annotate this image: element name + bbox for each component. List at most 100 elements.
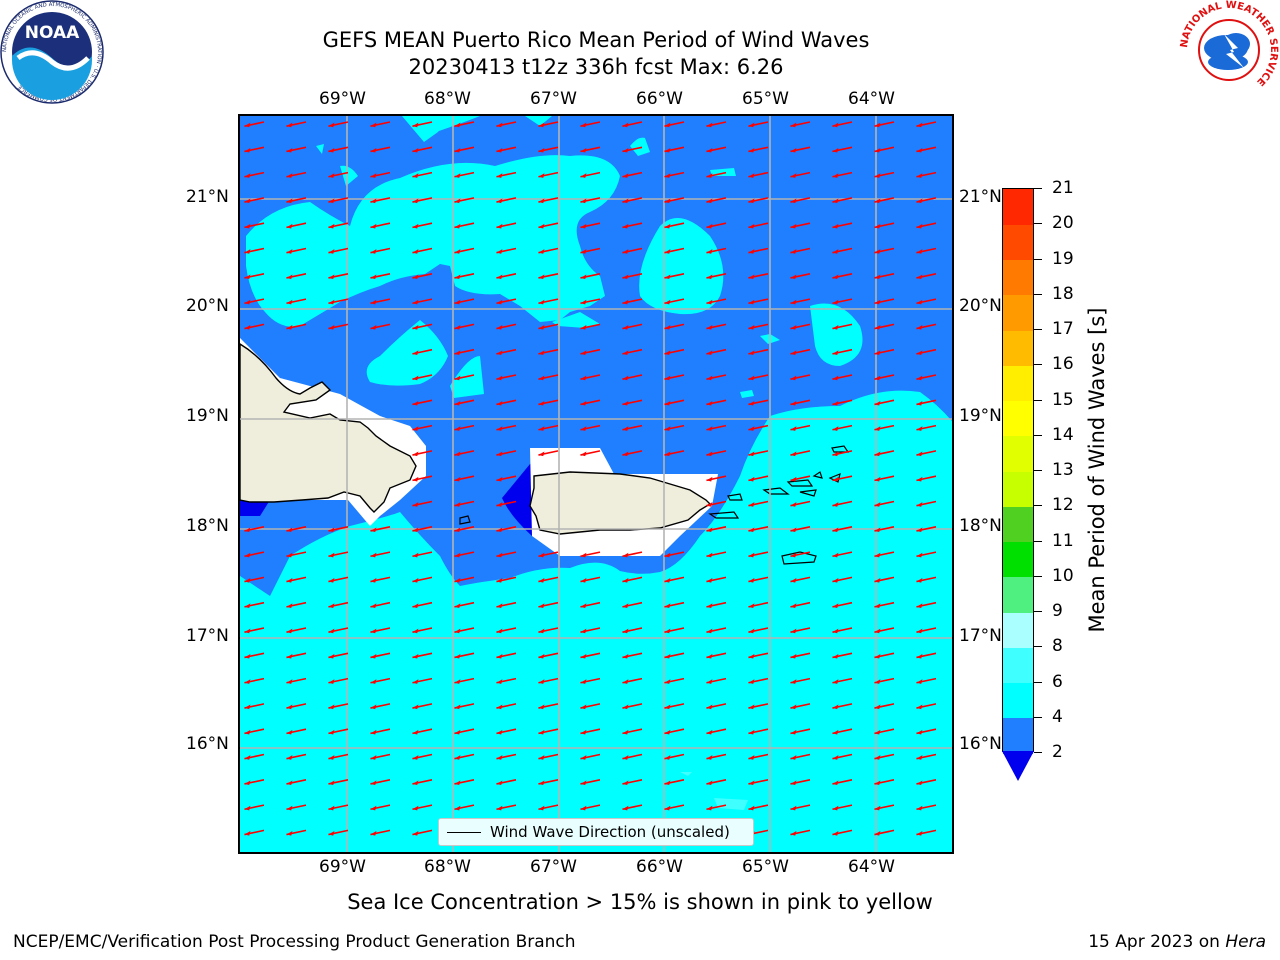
wave-direction-arrowhead [538,729,545,735]
lon-label-top: 65°W [742,89,789,109]
wave-direction-arrowhead [580,198,587,204]
nws-logo: NATIONAL WEATHER SERVICE [1179,0,1279,99]
wave-direction-arrowhead [328,147,335,153]
wave-direction-arrowhead [412,350,419,355]
wave-direction-arrowhead [748,325,755,330]
wave-direction-arrowhead [496,350,503,355]
wave-direction-arrowhead [706,527,713,533]
colorbar-tick [1034,611,1042,612]
wave-direction-arrowhead [706,729,713,735]
wave-direction-arrowhead [412,147,419,153]
wave-direction-arrowhead [916,173,923,178]
wave-direction-arrowhead [538,122,545,128]
wave-direction-arrowhead [748,147,755,153]
wave-direction-arrowhead [454,249,461,254]
wave-direction-arrowhead [664,198,671,204]
wave-direction-arrowhead [454,603,461,608]
wave-direction-arrowhead [916,780,923,786]
wave-direction-arrowhead [748,299,755,305]
wave-direction-arrowhead [874,400,881,406]
wave-direction-arrowhead [790,274,797,280]
wave-direction-arrowhead [496,274,503,280]
wave-direction-arrowhead [916,147,923,153]
wave-direction-arrowhead [622,325,629,330]
colorbar-tick-label: 9 [1052,601,1063,621]
wave-direction-arrowhead [244,527,251,533]
wave-direction-arrowhead [286,729,293,735]
wave-direction-arrowhead [538,249,545,254]
wave-direction-arrowhead [874,780,881,786]
wave-direction-arrowhead [622,223,629,229]
wave-direction-arrowhead [580,578,587,583]
wave-direction-arrowhead [790,249,797,254]
wave-direction-arrowhead [916,350,923,355]
wave-direction-arrowhead [412,325,419,330]
wave-direction-arrowhead [580,249,587,254]
wave-direction-arrowhead [328,603,335,608]
lon-label-top: 69°W [319,89,366,109]
wave-direction-arrowhead [748,426,755,431]
wave-direction-arrowhead [454,552,461,558]
wave-direction-arrowhead [496,400,503,406]
wave-direction-arrowhead [664,780,671,786]
wave-direction-arrowhead [664,274,671,280]
wave-direction-arrowhead [790,831,797,836]
wave-direction-arrowhead [496,729,503,735]
lon-label-top: 67°W [530,89,577,109]
wave-direction-arrowhead [664,578,671,583]
wave-direction-arrowhead [370,831,377,836]
colorbar-segment [1003,435,1033,472]
legend-label: Wind Wave Direction (unscaled) [490,823,730,841]
colorbar-tick [1034,188,1042,189]
lat-label-left: 17°N [186,626,229,646]
wave-direction-arrowhead [874,628,881,634]
wave-direction-arrowhead [454,578,461,583]
wave-direction-arrowhead [664,249,671,254]
colorbar-tick-label: 14 [1052,424,1074,445]
wave-direction-arrowhead [580,729,587,735]
wave-direction-arrowhead [412,476,419,482]
colorbar-tick [1034,258,1042,260]
wave-direction-arrowhead [412,704,419,710]
wave-direction-arrowhead [874,805,881,811]
lon-label-bottom: 69°W [319,857,366,877]
wave-direction-arrowhead [538,325,545,330]
wave-direction-arrowhead [538,426,545,431]
wave-direction-arrowhead [496,578,503,583]
colorbar-tick [1034,293,1042,295]
wave-direction-arrowhead [874,426,881,431]
wave-direction-arrowhead [832,274,839,280]
wave-direction-arrowhead [580,400,587,406]
lat-label-right: 21°N [959,187,1002,207]
wave-direction-arrowhead [622,653,629,659]
wave-direction-arrowhead [370,805,377,811]
wave-direction-arrowhead [622,729,629,735]
wave-direction-arrowhead [622,704,629,710]
colorbar-tick [1034,223,1042,225]
wave-direction-arrowhead [496,755,503,760]
wave-direction-arrowhead [706,325,713,330]
wave-direction-arrowhead [412,729,419,735]
wave-direction-arrowhead [790,350,797,355]
wave-direction-arrowhead [790,122,797,128]
wave-direction-arrowhead [832,679,839,684]
wave-direction-arrowhead [496,325,503,330]
lat-label-right: 20°N [959,296,1002,316]
wave-direction-arrowhead [706,780,713,786]
wave-direction-arrowhead [412,299,419,305]
wave-direction-arrowhead [580,628,587,634]
wave-direction-arrowhead [916,375,923,381]
wave-direction-arrowhead [454,527,461,533]
wave-direction-arrowhead [790,780,797,786]
wave-direction-arrowhead [496,552,503,558]
wave-direction-arrowhead [790,198,797,204]
wave-direction-arrowhead [496,704,503,710]
colorbar-tick-label: 2 [1052,742,1063,762]
colorbar-tick [1034,470,1042,471]
sea-ice-note: Sea Ice Concentration > 15% is shown in … [347,890,933,914]
wave-direction-arrowhead [790,729,797,735]
wave-direction-arrowhead [706,653,713,659]
colorbar-segment [1003,612,1033,648]
wave-direction-arrowhead [538,628,545,634]
wave-direction-arrowhead [790,299,797,305]
